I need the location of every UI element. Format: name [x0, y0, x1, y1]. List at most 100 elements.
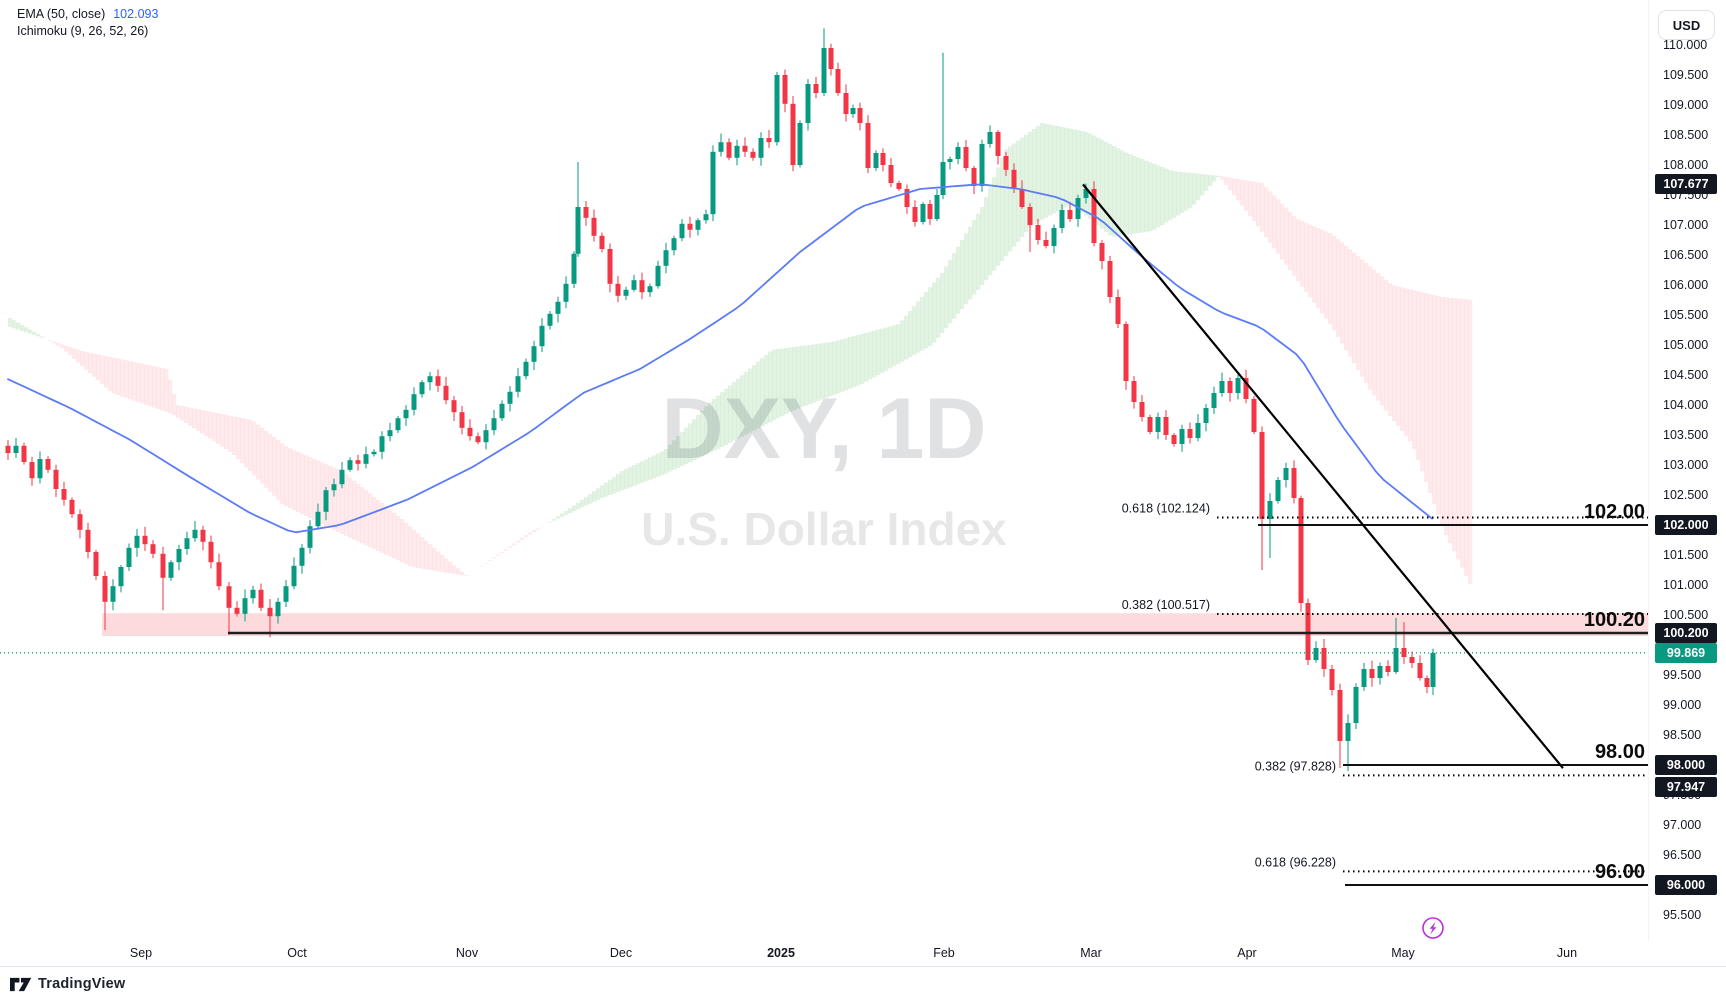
candle-body: [790, 103, 796, 165]
time-tick-label: May: [1391, 946, 1415, 960]
fib-label: 0.382 (100.517): [1122, 598, 1210, 612]
candle-body: [93, 552, 99, 576]
price-badge: 107.677: [1655, 174, 1717, 195]
candle-body: [443, 385, 449, 401]
candle-body: [679, 223, 685, 239]
time-tick-label: Apr: [1237, 946, 1257, 960]
legend-ema-row[interactable]: EMA (50, close) 102.093: [17, 6, 158, 23]
time-axis[interactable]: Sep Oct Nov Dec 2025 Feb Mar Apr May Jun: [0, 941, 1726, 967]
candle-body: [1099, 243, 1105, 261]
tradingview-logo-icon: [10, 977, 32, 991]
candle-body: [371, 451, 377, 455]
candle-body: [69, 499, 75, 515]
watermark-symbol: DXY, 1D: [661, 381, 986, 477]
candle-body: [258, 589, 264, 608]
candle-body: [118, 567, 124, 587]
candle-body: [971, 168, 977, 186]
candle-body: [331, 484, 337, 491]
candle-body: [547, 313, 553, 326]
candle-body: [726, 142, 732, 158]
candle-body: [1291, 468, 1297, 498]
candle-body: [1179, 429, 1185, 444]
price-badge: 102.000: [1655, 515, 1717, 535]
price-tick-label: 104.000: [1663, 398, 1709, 412]
candle-body: [1243, 378, 1249, 399]
tradingview-attribution[interactable]: TradingView: [10, 976, 125, 992]
candle-body: [1131, 381, 1137, 402]
price-tick-label: 104.500: [1663, 368, 1709, 382]
price-tick-label: 101.500: [1663, 548, 1709, 562]
candle-body: [1051, 228, 1057, 246]
ichimoku-label: Ichimoku (9, 26, 52, 26): [17, 24, 149, 38]
candle-body: [110, 586, 116, 602]
price-tick-label: 95.500: [1663, 908, 1702, 922]
indicator-legend: EMA (50, close) 102.093 Ichimoku (9, 26,…: [17, 6, 158, 40]
ema-label: EMA (50, close): [17, 7, 106, 21]
price-badge: 97.947: [1655, 777, 1717, 797]
candle-body: [797, 123, 803, 165]
candle-body: [623, 289, 629, 296]
candle-body: [1227, 381, 1233, 393]
candle-body: [523, 361, 529, 377]
candle-body: [927, 204, 933, 219]
candle-body: [267, 607, 273, 617]
chart-canvas[interactable]: DXY, 1D U.S. Dollar Index 0.618 (102.124…: [0, 0, 1648, 966]
trend-line[interactable]: [1082, 183, 1564, 769]
lightning-event-icon[interactable]: [1422, 917, 1444, 939]
price-axis[interactable]: 110.000 109.500 109.000 108.500 108.000 107.5…: [1648, 0, 1726, 966]
candle-body: [379, 436, 385, 452]
fib-retracement-lines[interactable]: 0.618 (102.124) 0.382 (100.517) 0.382 (97.…: [1122, 502, 1648, 873]
price-tick-label: 101.000: [1663, 578, 1709, 592]
candle-body: [782, 75, 788, 104]
candle-body: [671, 238, 677, 251]
candle-body: [1083, 189, 1089, 198]
price-tick-label: 108.000: [1663, 158, 1709, 172]
ema-line[interactable]: [7, 183, 1433, 534]
candle-body: [216, 562, 222, 587]
candle-body: [403, 409, 409, 419]
price-tick-label: 108.500: [1663, 128, 1709, 142]
candle-body: [315, 511, 321, 527]
candle-body: [647, 286, 653, 293]
candle-body: [208, 541, 214, 563]
ema-value: 102.093: [113, 7, 159, 21]
currency-button[interactable]: USD: [1658, 10, 1715, 40]
candle-body: [695, 220, 701, 230]
candle-body: [995, 132, 1001, 156]
time-tick-label: Nov: [455, 946, 479, 960]
candle-body: [750, 151, 756, 158]
candle-body: [1321, 648, 1327, 669]
horizontal-level-lines[interactable]: 102.00 100.20 98.00 96.00: [228, 501, 1648, 886]
candle-body: [1385, 666, 1391, 672]
price-badge: 96.000: [1655, 875, 1717, 895]
candle-body: [387, 430, 393, 437]
price-tick-label: 105.000: [1663, 338, 1709, 352]
candle-body: [467, 427, 473, 437]
candle-body: [283, 586, 289, 602]
candle-body: [828, 48, 834, 69]
supply-zone[interactable]: [102, 613, 1648, 636]
candle-body: [1195, 423, 1201, 438]
candle-body: [1337, 690, 1343, 741]
time-tick-label: 2025: [767, 946, 795, 960]
candle-body: [192, 529, 198, 539]
candle-body: [184, 538, 190, 549]
time-tick-label: Dec: [609, 946, 633, 960]
candle-body: [45, 459, 51, 470]
candle-body: [1123, 324, 1129, 381]
candle-body: [483, 430, 489, 443]
candle-body: [843, 93, 849, 114]
candle-body: [1393, 648, 1399, 672]
fib-label: 0.618 (96.228): [1255, 855, 1336, 869]
candle-body: [1353, 687, 1359, 723]
legend-ichimoku-row[interactable]: Ichimoku (9, 26, 52, 26): [17, 23, 158, 40]
price-tick-label: 97.000: [1663, 818, 1702, 832]
price-tick-label: 99.500: [1663, 668, 1702, 682]
price-badge: 98.000: [1655, 755, 1717, 775]
candle-body: [687, 223, 693, 230]
price-tick-label: 98.500: [1663, 728, 1702, 742]
candle-body: [242, 598, 248, 614]
level-label: 102.00: [1584, 501, 1645, 523]
candle-body: [955, 147, 961, 159]
